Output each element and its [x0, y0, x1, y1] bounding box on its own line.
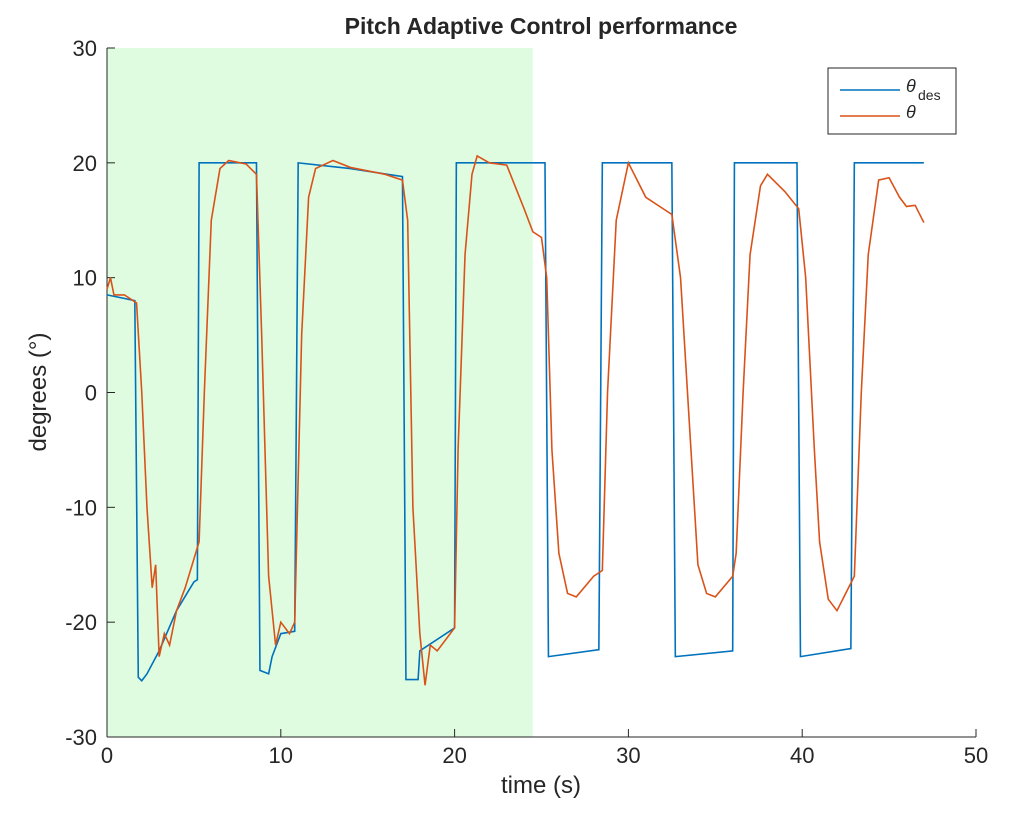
legend-box: [827, 67, 957, 135]
data-line: [106, 154, 925, 686]
y-tick-label: 0: [85, 381, 97, 406]
y-tick-label: -30: [65, 725, 97, 750]
x-tick-label: 30: [616, 743, 640, 768]
y-axis-label: degrees (°): [25, 333, 52, 452]
x-tick-label: 40: [790, 743, 814, 768]
y-tick-label: 20: [73, 151, 97, 176]
y-tick-label: -10: [65, 495, 97, 520]
x-tick-label: 20: [442, 743, 466, 768]
chart-title: Pitch Adaptive Control performance: [345, 13, 738, 39]
legend-subscript: des: [918, 87, 941, 103]
legend-label: θ: [906, 76, 916, 96]
y-tick-label: -20: [65, 610, 97, 635]
shaded-region: [107, 48, 533, 737]
x-tick-label: 0: [101, 743, 113, 768]
x-tick-label: 10: [269, 743, 293, 768]
x-axis-label: time (s): [501, 772, 581, 799]
x-tick-label: 50: [964, 743, 988, 768]
y-tick-label: 10: [73, 266, 97, 291]
legend-label: θ: [906, 102, 916, 122]
y-tick-label: 30: [73, 36, 97, 61]
